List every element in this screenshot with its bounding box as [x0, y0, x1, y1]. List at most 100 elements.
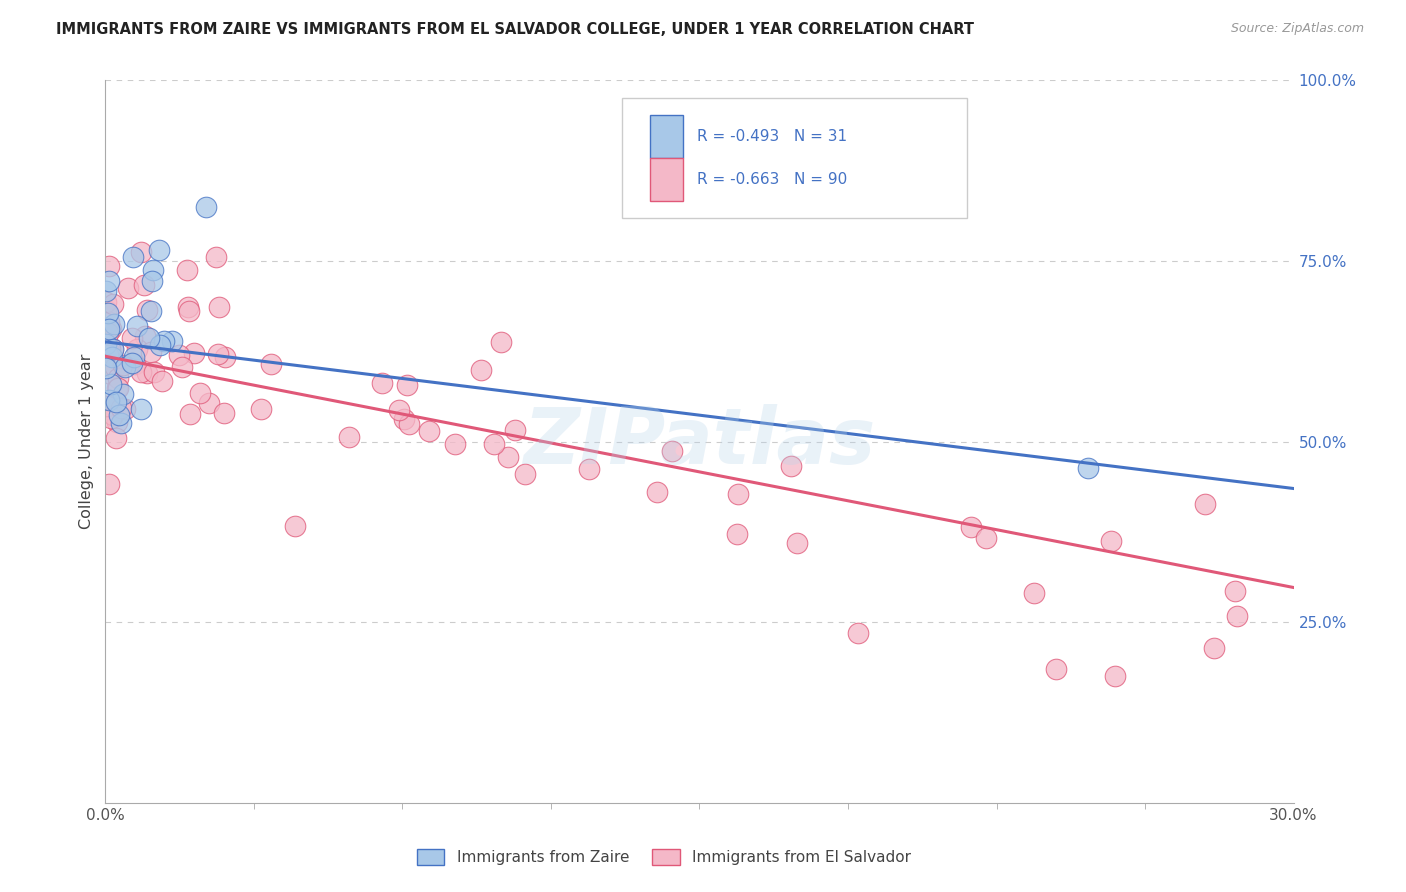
Point [170, 359, 193, 374]
Point [97, 326, 120, 341]
Point [110, 401, 132, 415]
Point [134, 278, 156, 293]
Point [105, 381, 128, 395]
Point [1226, 609, 1249, 624]
Point [725, 527, 748, 541]
Point [100, 410, 122, 425]
Point [195, 200, 218, 214]
Point [496, 450, 519, 464]
Point [129, 365, 152, 379]
Point [110, 416, 132, 430]
Point [370, 376, 392, 390]
Point [780, 458, 803, 473]
Point [150, 374, 173, 388]
Point [207, 301, 229, 315]
Point [136, 303, 159, 318]
Point [149, 338, 172, 352]
Point [101, 297, 124, 311]
Point [395, 378, 418, 392]
Point [198, 396, 221, 410]
Point [104, 431, 127, 445]
Point [176, 263, 198, 277]
Y-axis label: College, Under 1 year: College, Under 1 year [79, 354, 94, 529]
FancyBboxPatch shape [650, 115, 683, 158]
Point [97, 348, 120, 362]
Point [484, 436, 506, 450]
Point [167, 348, 190, 362]
Legend: Immigrants from Zaire, Immigrants from El Salvador: Immigrants from Zaire, Immigrants from E… [411, 843, 917, 871]
Point [141, 344, 163, 359]
Point [129, 245, 152, 260]
Point [1104, 669, 1126, 683]
Point [122, 250, 145, 264]
Point [96, 334, 118, 348]
Point [491, 334, 513, 349]
Point [101, 342, 124, 356]
Point [513, 467, 536, 481]
Point [97, 322, 120, 336]
Point [207, 347, 229, 361]
Point [190, 385, 212, 400]
Point [98, 346, 121, 360]
Point [100, 359, 122, 374]
Point [1202, 641, 1225, 656]
Point [98, 259, 121, 273]
Point [153, 334, 176, 348]
Point [976, 532, 998, 546]
Text: IMMIGRANTS FROM ZAIRE VS IMMIGRANTS FROM EL SALVADOR COLLEGE, UNDER 1 YEAR CORRE: IMMIGRANTS FROM ZAIRE VS IMMIGRANTS FROM… [56, 22, 974, 37]
Point [98, 343, 121, 357]
Point [1077, 460, 1099, 475]
Point [97, 306, 120, 320]
Point [100, 367, 122, 381]
Point [104, 359, 127, 374]
Point [387, 402, 409, 417]
Point [129, 401, 152, 416]
Point [111, 358, 134, 372]
Point [96, 302, 118, 317]
Point [94, 294, 117, 309]
Point [112, 387, 135, 401]
Point [1194, 497, 1216, 511]
Point [98, 392, 121, 407]
Point [177, 304, 200, 318]
Point [122, 350, 145, 364]
Point [107, 370, 129, 384]
Point [98, 315, 121, 329]
Point [578, 462, 600, 476]
Point [260, 357, 283, 371]
Point [398, 417, 420, 431]
Point [179, 407, 201, 421]
Point [124, 357, 146, 371]
Point [101, 350, 124, 364]
Point [727, 487, 749, 501]
Point [108, 408, 131, 422]
Point [1024, 585, 1046, 599]
Point [661, 443, 683, 458]
Point [138, 331, 160, 345]
Point [786, 536, 808, 550]
Point [134, 328, 156, 343]
Point [98, 274, 121, 288]
Point [107, 380, 129, 394]
Point [337, 430, 360, 444]
Point [444, 437, 467, 451]
Point [127, 319, 149, 334]
Point [96, 399, 118, 413]
Point [96, 284, 118, 298]
Point [214, 350, 236, 364]
Point [136, 366, 159, 380]
Point [94, 361, 117, 376]
Point [107, 415, 129, 429]
Point [160, 334, 183, 348]
Point [100, 377, 122, 392]
Point [846, 626, 869, 640]
Point [117, 281, 139, 295]
Point [284, 518, 307, 533]
Point [503, 423, 526, 437]
Point [212, 406, 235, 420]
Point [114, 401, 136, 416]
Point [183, 345, 205, 359]
Point [645, 485, 668, 500]
Point [394, 412, 416, 426]
Point [141, 274, 163, 288]
